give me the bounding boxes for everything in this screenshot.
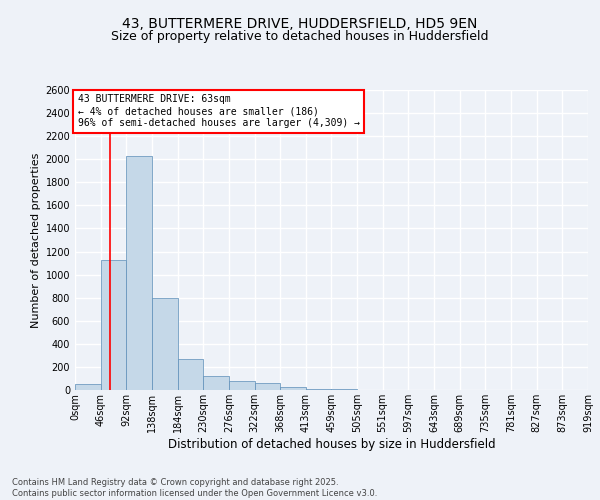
Bar bbox=[331, 389, 357, 390]
Y-axis label: Number of detached properties: Number of detached properties bbox=[31, 152, 41, 328]
Bar bbox=[101, 260, 127, 390]
Bar bbox=[178, 359, 203, 390]
Bar bbox=[280, 386, 306, 390]
Bar bbox=[255, 383, 280, 390]
Text: Contains HM Land Registry data © Crown copyright and database right 2025.
Contai: Contains HM Land Registry data © Crown c… bbox=[12, 478, 377, 498]
Bar bbox=[203, 376, 229, 390]
Bar bbox=[305, 389, 331, 390]
Text: 43, BUTTERMERE DRIVE, HUDDERSFIELD, HD5 9EN: 43, BUTTERMERE DRIVE, HUDDERSFIELD, HD5 … bbox=[122, 18, 478, 32]
Text: 43 BUTTERMERE DRIVE: 63sqm
← 4% of detached houses are smaller (186)
96% of semi: 43 BUTTERMERE DRIVE: 63sqm ← 4% of detac… bbox=[77, 94, 359, 128]
X-axis label: Distribution of detached houses by size in Huddersfield: Distribution of detached houses by size … bbox=[167, 438, 496, 450]
Bar bbox=[75, 384, 101, 390]
Bar bbox=[152, 298, 178, 390]
Bar bbox=[127, 156, 152, 390]
Bar bbox=[229, 381, 255, 390]
Text: Size of property relative to detached houses in Huddersfield: Size of property relative to detached ho… bbox=[111, 30, 489, 43]
